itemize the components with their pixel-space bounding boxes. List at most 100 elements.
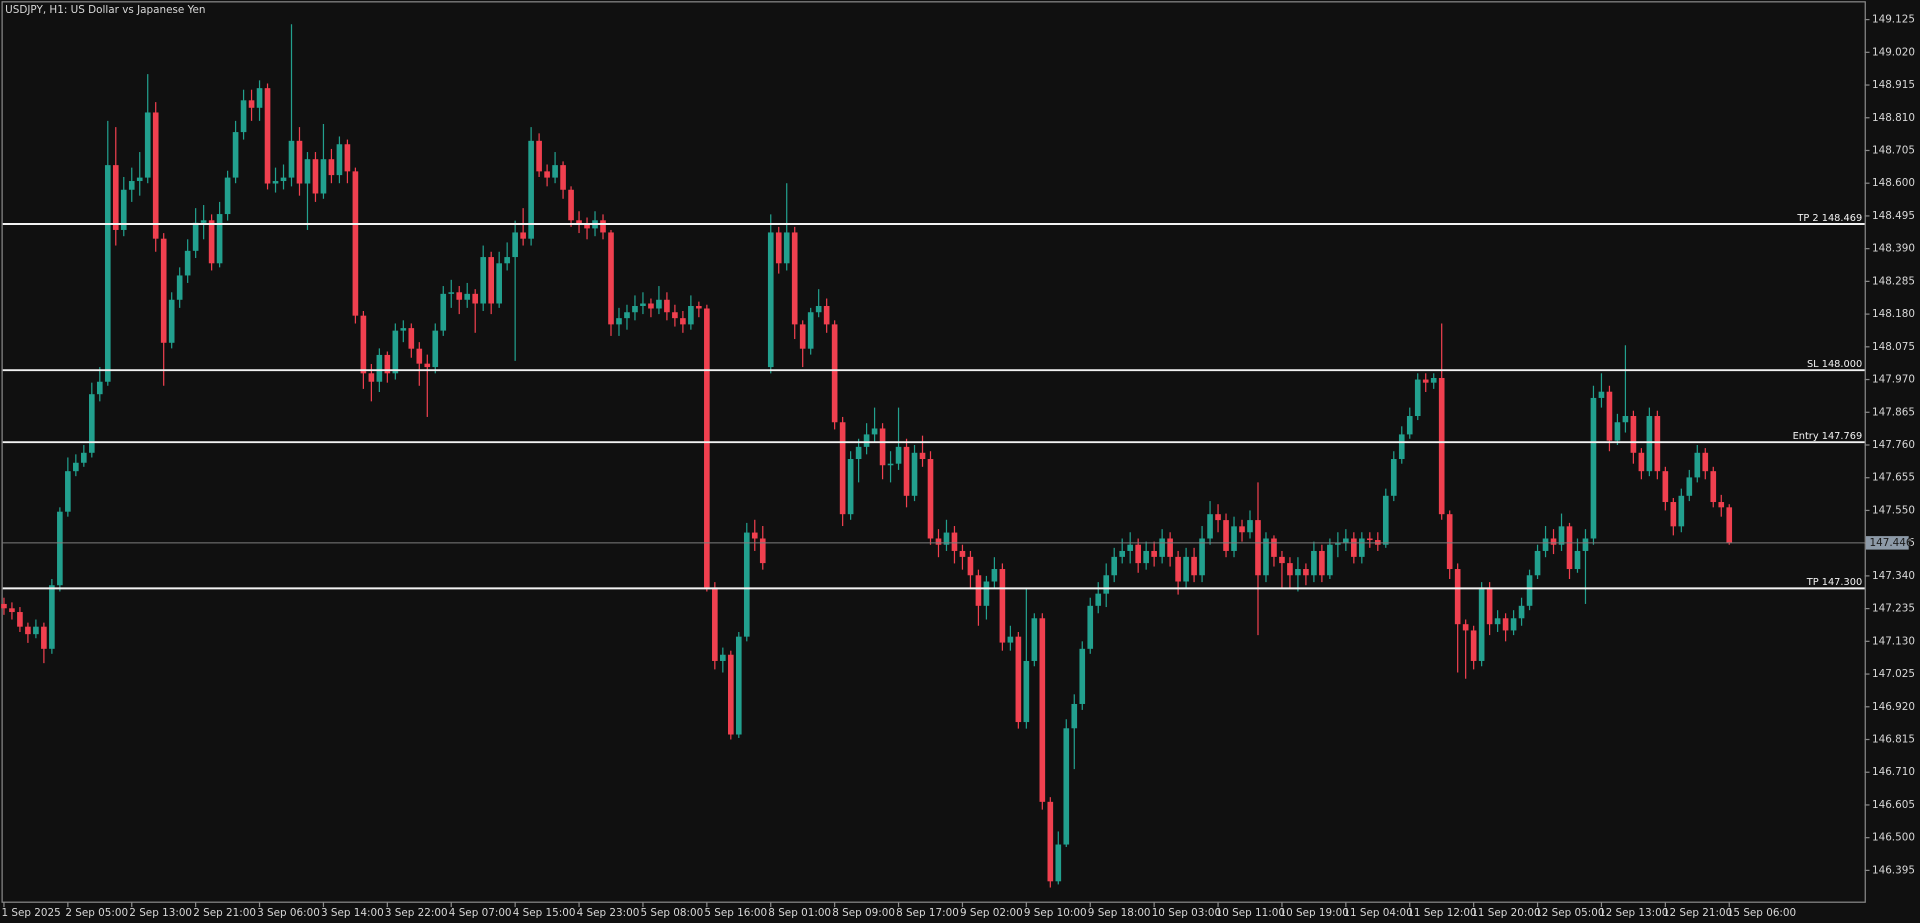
candle-body: [672, 312, 678, 319]
candle-body: [1470, 630, 1477, 661]
candle-body: [879, 428, 886, 466]
candle-body: [464, 293, 471, 300]
candle-body: [751, 532, 758, 539]
candle-body: [999, 569, 1006, 643]
candle-body: [1702, 452, 1709, 472]
candle-body: [33, 626, 39, 635]
candle-body: [903, 446, 910, 496]
y-tick-label: 146.395: [1872, 864, 1915, 876]
candle-body: [200, 220, 207, 223]
level-label: TP 2 148.469: [1796, 213, 1862, 224]
candle-body: [1398, 434, 1405, 460]
candle-body: [1263, 538, 1269, 576]
candle-body: [743, 532, 750, 637]
candle-body: [1295, 569, 1301, 576]
x-tick-label: 5 Sep 16:00: [704, 907, 767, 919]
candle-body: [440, 293, 447, 331]
candle-body: [240, 100, 247, 133]
candle-body: [1287, 563, 1293, 576]
y-tick-label: 148.705: [1872, 144, 1915, 156]
candle-body: [1055, 844, 1062, 882]
candle-body: [376, 354, 383, 382]
candle-body: [1462, 624, 1469, 631]
candle-body: [1071, 703, 1078, 729]
candle-body: [1598, 391, 1605, 398]
candle-body: [1526, 575, 1533, 606]
candle-body: [1718, 502, 1725, 508]
plot-frame: [1, 1, 1866, 903]
y-tick-label: 149.125: [1872, 14, 1915, 26]
candle-body: [392, 330, 399, 374]
candle-body: [712, 587, 718, 661]
candle-body: [983, 581, 990, 606]
candle-body: [759, 538, 766, 564]
candle-body: [1359, 538, 1365, 557]
candle-body: [17, 612, 23, 627]
candle-body: [727, 654, 734, 735]
candle-body: [1183, 556, 1189, 582]
candle-body: [1159, 538, 1165, 557]
candle-body: [720, 654, 726, 661]
candle-body: [320, 159, 327, 194]
candle-body: [1, 603, 7, 609]
candle-body: [416, 348, 423, 364]
candle-body: [1414, 379, 1421, 417]
candle-body: [1486, 587, 1493, 625]
candle-body: [1550, 538, 1557, 545]
candle-body: [424, 363, 431, 368]
candle-body: [144, 112, 151, 178]
candle-body: [1303, 569, 1309, 576]
y-tick-label: 147.550: [1872, 504, 1915, 516]
candle-body: [296, 140, 303, 184]
candle-body: [1686, 477, 1693, 496]
y-tick-label: 148.915: [1872, 79, 1915, 91]
candle-body: [480, 257, 487, 304]
candle-body: [704, 308, 710, 588]
candle-body: [104, 165, 111, 382]
candle-body: [1255, 520, 1261, 576]
candle-body: [1199, 538, 1205, 576]
y-tick-label: 146.605: [1872, 799, 1915, 811]
x-tick-label: 10 Sep 19:00: [1280, 907, 1349, 919]
x-tick-label: 2 Sep 13:00: [129, 907, 192, 919]
candle-body: [136, 177, 143, 182]
x-tick-label: 12 Sep 05:00: [1535, 907, 1604, 919]
candle-body: [528, 140, 534, 239]
candle-body: [1694, 452, 1701, 478]
y-tick-label: 148.495: [1872, 210, 1915, 222]
candle-body: [368, 373, 375, 382]
candle-body: [1167, 538, 1173, 557]
candle-body: [9, 608, 15, 613]
x-tick-label: 3 Sep 22:00: [385, 907, 448, 919]
candle-body: [967, 556, 974, 576]
candle-body: [448, 292, 455, 294]
x-tick-label: 2 Sep 21:00: [193, 907, 256, 919]
candle-body: [783, 232, 790, 264]
candle-body: [1510, 618, 1517, 631]
candle-body: [1191, 556, 1197, 576]
candle-body: [49, 585, 55, 649]
candle-body: [81, 452, 87, 463]
candle-body: [1095, 593, 1102, 606]
candle-body: [96, 381, 103, 395]
candle-body: [1031, 618, 1038, 661]
candle-body: [847, 459, 854, 515]
candle-body: [1654, 416, 1661, 472]
candle-body: [799, 324, 806, 349]
candle-body: [895, 446, 902, 464]
candle-body: [791, 232, 798, 325]
candle-body: [775, 232, 782, 264]
y-tick-label: 148.285: [1872, 275, 1915, 287]
candle-body: [1239, 526, 1245, 533]
x-tick-label: 2 Sep 05:00: [65, 907, 128, 919]
candle-body: [1710, 471, 1717, 503]
candle-body: [504, 257, 510, 264]
candle-body: [1582, 538, 1589, 551]
candle-body: [696, 305, 702, 309]
candle-body: [1558, 526, 1565, 545]
x-tick-label: 8 Sep 09:00: [832, 907, 895, 919]
candle-body: [1047, 801, 1054, 882]
y-tick-label: 146.920: [1872, 701, 1915, 713]
level-label: SL 148.000: [1807, 359, 1862, 370]
